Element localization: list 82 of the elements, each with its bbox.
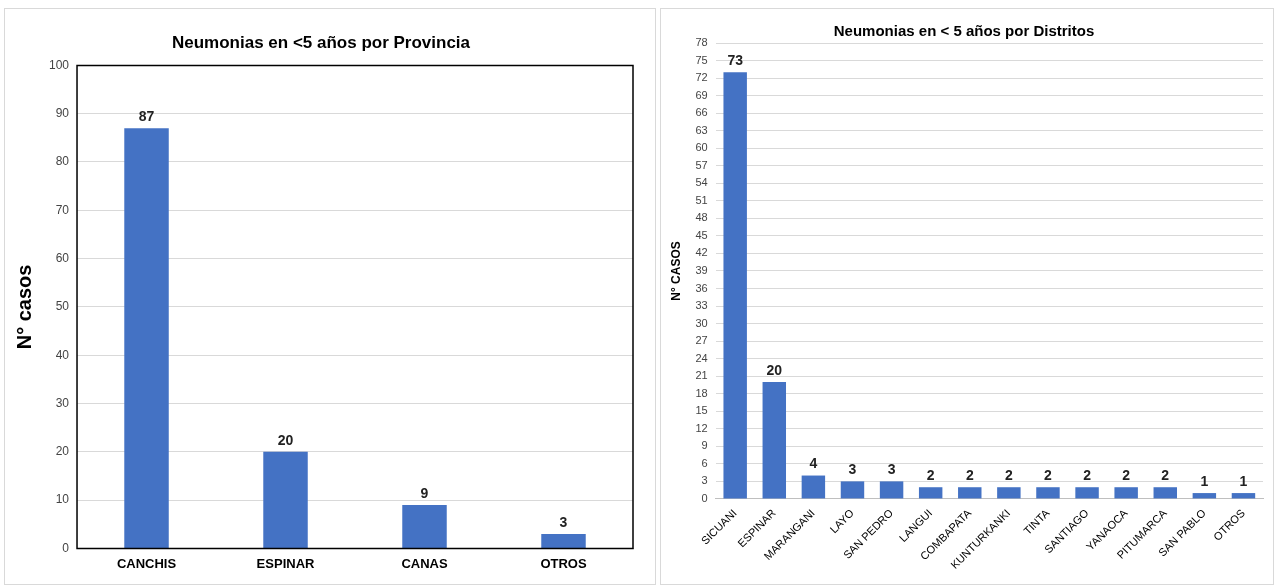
y-tick-label: 78: [695, 36, 708, 49]
y-tick-label: 21: [695, 369, 708, 382]
data-label: 9: [420, 484, 429, 501]
data-label: 1: [1239, 472, 1248, 489]
y-tick-label: 60: [55, 250, 70, 265]
data-label: 2: [1122, 467, 1131, 484]
bar: [879, 481, 904, 499]
y-tick-label: 27: [695, 334, 708, 347]
bar: [124, 128, 169, 548]
data-label: 3: [887, 461, 896, 478]
bar: [840, 481, 865, 499]
bar: [402, 504, 447, 548]
data-label: 73: [727, 52, 744, 69]
data-label: 2: [1004, 467, 1013, 484]
y-tick-label: 60: [695, 141, 708, 154]
y-tick-label: 90: [55, 106, 70, 121]
data-label: 1: [1200, 472, 1209, 489]
y-tick-label: 57: [695, 158, 708, 171]
y-tick-label: 9: [701, 439, 708, 452]
bar: [801, 475, 826, 499]
y-tick-label: 20: [55, 444, 70, 459]
y-tick-label: 39: [695, 263, 708, 276]
x-tick-label: ESPINAR: [256, 555, 316, 571]
y-tick-label: 48: [695, 211, 708, 224]
y-axis-title: N° CASOS: [668, 241, 683, 301]
bar: [1036, 487, 1060, 499]
y-tick-label: 50: [55, 299, 70, 314]
bar: [1231, 493, 1256, 499]
y-tick-label: 51: [695, 193, 708, 206]
y-tick-label: 3: [701, 474, 708, 487]
bar: [1153, 487, 1177, 499]
y-tick-label: 6: [701, 456, 708, 469]
y-tick-label: 18: [695, 386, 708, 399]
y-tick-label: 10: [55, 492, 70, 507]
bar: [263, 451, 308, 548]
y-tick-label: 40: [55, 347, 70, 362]
data-label: 20: [766, 361, 783, 378]
data-label: 2: [926, 467, 935, 484]
y-tick-label: 0: [62, 540, 70, 555]
x-tick-label: OTROS: [540, 555, 587, 571]
y-tick-label: 24: [695, 351, 708, 364]
y-tick-label: 45: [695, 228, 708, 241]
data-label: 87: [138, 108, 155, 125]
y-tick-label: 33: [695, 299, 708, 312]
data-label: 2: [1044, 467, 1053, 484]
y-tick-label: 15: [695, 404, 708, 417]
y-tick-label: 69: [695, 88, 708, 101]
y-tick-label: 75: [695, 53, 708, 66]
y-tick-label: 30: [695, 316, 708, 329]
y-tick-label: 100: [48, 57, 70, 72]
y-tick-label: 36: [695, 281, 708, 294]
y-tick-label: 80: [55, 154, 70, 169]
bar: [541, 533, 586, 548]
chart-title: Neumonias en < 5 años por Distritos: [833, 22, 1095, 40]
bar: [1114, 487, 1138, 499]
x-tick-label: CANCHIS: [116, 555, 177, 571]
data-label: 2: [1161, 467, 1170, 484]
bar: [958, 487, 982, 499]
bar: [918, 487, 943, 499]
y-tick-label: 42: [695, 246, 708, 259]
y-tick-label: 0: [701, 491, 708, 504]
bar: [1075, 487, 1099, 499]
y-tick-label: 12: [695, 421, 708, 434]
bar: [762, 382, 787, 499]
data-label: 4: [809, 455, 818, 472]
y-axis-title: N° casos: [12, 264, 35, 350]
y-tick-label: 54: [695, 176, 708, 189]
bar: [1192, 493, 1217, 499]
bar: [723, 72, 747, 499]
chart-title: Neumonias en <5 años por Provincia: [171, 32, 471, 52]
y-tick-label: 66: [695, 106, 708, 119]
data-label: 20: [277, 431, 294, 448]
y-tick-label: 72: [695, 71, 708, 84]
y-tick-label: 63: [695, 123, 708, 136]
data-label: 3: [559, 513, 568, 530]
data-label: 2: [1083, 467, 1092, 484]
bar: [997, 487, 1021, 499]
x-tick-label: CANAS: [401, 555, 448, 571]
data-label: 2: [965, 467, 974, 484]
data-label: 3: [848, 461, 857, 478]
y-tick-label: 70: [55, 202, 70, 217]
y-tick-label: 30: [55, 395, 70, 410]
